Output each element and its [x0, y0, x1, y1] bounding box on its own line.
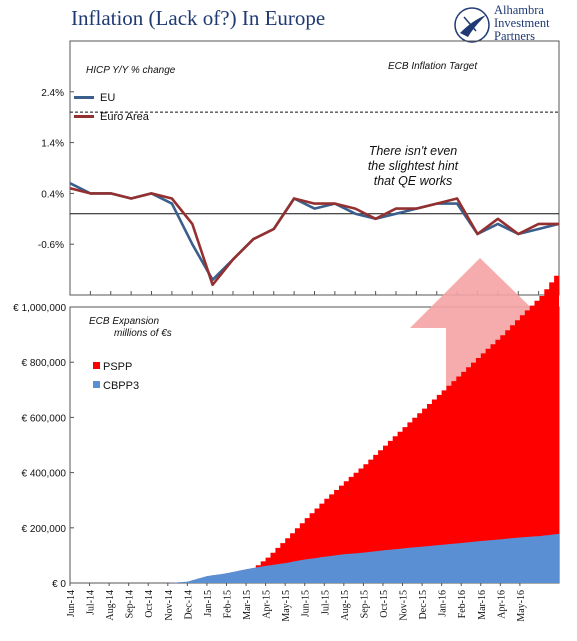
x-tick-label: May-15 — [281, 590, 292, 622]
x-tick-label: Apr-16 — [496, 590, 507, 619]
x-tick-label: Mar-15 — [242, 590, 253, 620]
x-tick-label: Feb-15 — [222, 590, 233, 618]
x-tick-label: Jan-15 — [203, 590, 214, 617]
x-tick-label: Oct-14 — [144, 590, 155, 618]
target-label: ECB Inflation Target — [388, 61, 478, 72]
logo-line: Partners — [494, 29, 535, 43]
x-tick-label: Jun-14 — [66, 590, 77, 617]
x-tick-label: May-16 — [516, 590, 527, 622]
x-tick-label: Nov-14 — [164, 590, 175, 621]
x-tick-label: Apr-15 — [262, 590, 273, 619]
page-title: Inflation (Lack of?) In Europe — [71, 6, 326, 30]
top-subtitle: HICP Y/Y % change — [86, 65, 176, 76]
area-cbpp3 — [70, 533, 559, 583]
y-tick-label-bottom: € 400,000 — [22, 469, 67, 480]
area-pspp — [70, 268, 559, 583]
annotation-line-3: that QE works — [374, 174, 453, 188]
plot-frame-top — [69, 40, 560, 296]
y-tick-label-bottom: € 600,000 — [22, 413, 67, 424]
annotation-line-1: There isn't even — [369, 144, 458, 158]
y-tick-label-top: 1.4% — [41, 139, 64, 150]
x-tick-label: Jul-14 — [86, 590, 97, 615]
bottom-subtitle-line-1: ECB Expansion — [89, 316, 159, 327]
legend-swatch-cbpp3 — [93, 381, 100, 388]
x-tick-label: Sep-14 — [125, 590, 136, 618]
y-tick-label-bottom: € 1,000,000 — [13, 303, 66, 314]
legend-label-euro-area: Euro Area — [100, 111, 150, 123]
y-tick-label-bottom: € 200,000 — [22, 524, 67, 535]
y-tick-label-bottom: € 800,000 — [22, 358, 67, 369]
x-tick-label: Sep-15 — [359, 590, 370, 618]
annotation-line-2: the slightest hint — [368, 159, 459, 173]
logo-text: Alhambra Investment Partners — [494, 4, 550, 43]
legend-swatch-euro-area — [74, 115, 94, 118]
legend-label-cbpp3: CBPP3 — [103, 380, 139, 392]
x-tick-label: Mar-16 — [477, 590, 488, 620]
x-tick-label: Jul-15 — [320, 590, 331, 615]
y-tick-label-bottom: € 0 — [52, 579, 66, 590]
x-tick-label: Jan-16 — [438, 590, 449, 617]
logo-line: Alhambra — [494, 3, 544, 17]
logo-line: Investment — [494, 16, 550, 30]
y-tick-label-top: 0.4% — [41, 189, 64, 200]
series-line-euro-area — [69, 187, 559, 287]
x-tick-label: Dec-14 — [183, 590, 194, 619]
x-tick-label: Aug-15 — [340, 590, 351, 621]
x-tick-label: Dec-15 — [418, 590, 429, 619]
annotation-arrow — [410, 258, 552, 410]
y-tick-label-top: -0.6% — [38, 240, 64, 251]
x-tick-label: Aug-14 — [105, 590, 116, 621]
x-tick-label: Nov-15 — [399, 590, 410, 621]
legend-label-pspp: PSPP — [103, 361, 132, 373]
y-tick-label-top: 2.4% — [41, 88, 64, 99]
bottom-subtitle-line-2: millions of €s — [114, 328, 172, 339]
legend-swatch-pspp — [93, 362, 100, 369]
legend-swatch-eu — [74, 96, 94, 99]
logo-icon — [454, 7, 490, 43]
x-tick-label: Feb-16 — [457, 590, 468, 618]
x-tick-label: Oct-15 — [379, 590, 390, 618]
legend-label-eu: EU — [100, 92, 115, 104]
x-tick-label: Jun-15 — [301, 590, 312, 617]
